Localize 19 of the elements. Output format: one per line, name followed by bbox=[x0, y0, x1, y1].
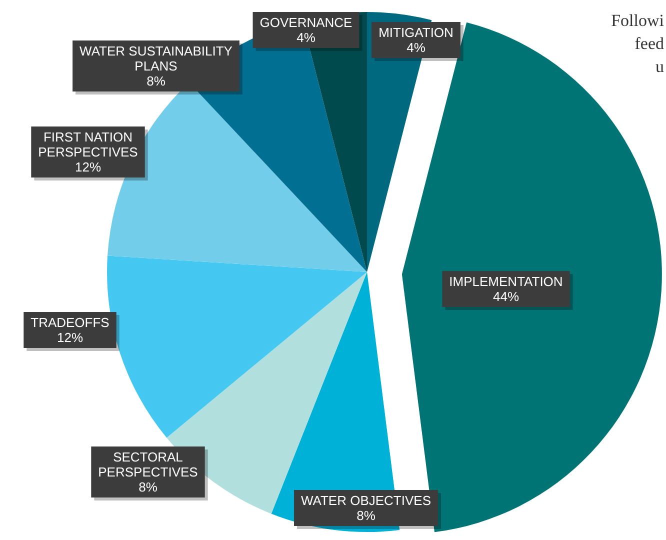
data-label: 12% bbox=[74, 160, 102, 174]
data-label: 4% bbox=[406, 40, 426, 55]
slice-label: WATER SUSTAINABILITY PLANS bbox=[80, 44, 233, 74]
data-label: 12% bbox=[56, 330, 84, 345]
text: feed bbox=[634, 34, 664, 53]
data-label: 44% bbox=[492, 289, 520, 304]
data-label: 8% bbox=[146, 74, 166, 88]
slice-label: GOVERNANCE bbox=[260, 15, 353, 30]
data-label: 8% bbox=[356, 508, 376, 523]
text: Followi bbox=[611, 11, 664, 30]
data-label: 8% bbox=[138, 480, 158, 494]
slice-label: MITIGATION bbox=[378, 25, 454, 40]
slice-label: SECTORAL PERSPECTIVES bbox=[98, 450, 198, 480]
text: u bbox=[656, 57, 664, 76]
data-label: 4% bbox=[296, 30, 316, 45]
slice-label: IMPLEMENTATION bbox=[449, 274, 563, 289]
slice-label: WATER OBJECTIVES bbox=[300, 493, 432, 508]
slice-label: FIRST NATION PERSPECTIVES bbox=[38, 130, 138, 160]
slice-label: TRADEOFFS bbox=[30, 315, 110, 330]
